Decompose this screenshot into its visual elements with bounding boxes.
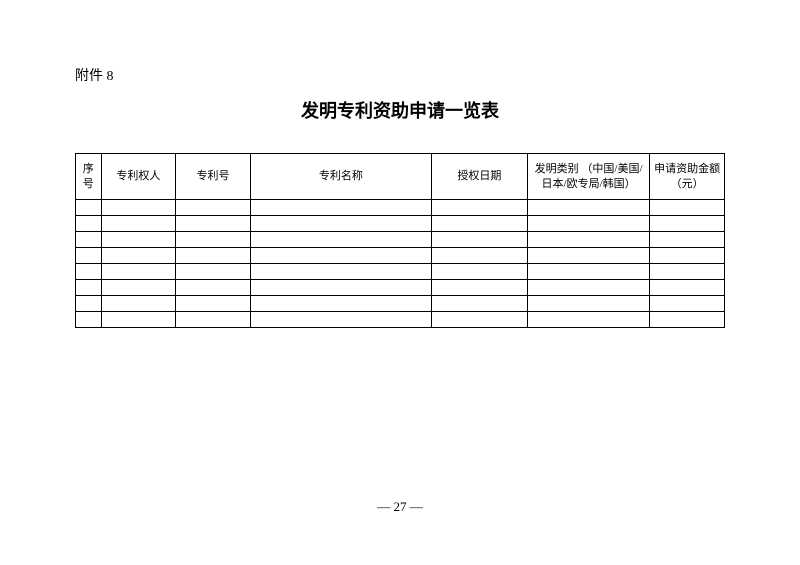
table-cell (176, 280, 251, 296)
table-cell (76, 232, 102, 248)
table-cell (76, 296, 102, 312)
table-cell (176, 216, 251, 232)
table-cell (101, 248, 176, 264)
table-cell (176, 296, 251, 312)
table-row (76, 280, 725, 296)
table-row (76, 264, 725, 280)
table-cell (76, 312, 102, 328)
page-title: 发明专利资助申请一览表 (75, 97, 725, 123)
table-cell (176, 232, 251, 248)
table-cell (431, 216, 527, 232)
table-cell (250, 200, 431, 216)
table-cell (250, 312, 431, 328)
col-header-seq: 序号 (76, 154, 102, 200)
table-cell (650, 296, 725, 312)
table-cell (650, 264, 725, 280)
col-header-owner: 专利权人 (101, 154, 176, 200)
table-cell (250, 280, 431, 296)
table-cell (176, 264, 251, 280)
table-cell (250, 296, 431, 312)
table-cell (431, 296, 527, 312)
table-row (76, 312, 725, 328)
table-cell (431, 200, 527, 216)
table-cell (527, 200, 650, 216)
table-cell (527, 312, 650, 328)
col-header-number: 专利号 (176, 154, 251, 200)
table-cell (101, 264, 176, 280)
table-cell (431, 248, 527, 264)
table-row (76, 248, 725, 264)
table-cell (431, 280, 527, 296)
table-cell (527, 296, 650, 312)
table-row (76, 216, 725, 232)
table-cell (76, 248, 102, 264)
table-cell (101, 216, 176, 232)
table-header-row: 序号 专利权人 专利号 专利名称 授权日期 发明类别 （中国/美国/日本/欧专局… (76, 154, 725, 200)
table-row (76, 200, 725, 216)
table-cell (76, 200, 102, 216)
table-cell (176, 312, 251, 328)
table-row (76, 232, 725, 248)
patent-table: 序号 专利权人 专利号 专利名称 授权日期 发明类别 （中国/美国/日本/欧专局… (75, 153, 725, 328)
table-cell (650, 280, 725, 296)
col-header-name: 专利名称 (250, 154, 431, 200)
table-cell (101, 296, 176, 312)
table-cell (650, 248, 725, 264)
table-cell (101, 200, 176, 216)
table-cell (250, 264, 431, 280)
table-cell (76, 280, 102, 296)
table-cell (101, 232, 176, 248)
table-cell (527, 248, 650, 264)
col-header-date: 授权日期 (431, 154, 527, 200)
table-cell (650, 312, 725, 328)
table-cell (527, 264, 650, 280)
table-cell (250, 232, 431, 248)
col-header-amount: 申请资助金额（元） (650, 154, 725, 200)
table-cell (250, 248, 431, 264)
table-cell (431, 312, 527, 328)
col-header-type: 发明类别 （中国/美国/日本/欧专局/韩国） (527, 154, 650, 200)
table-cell (431, 264, 527, 280)
table-cell (650, 200, 725, 216)
table-cell (176, 248, 251, 264)
table-cell (76, 216, 102, 232)
page-number: — 27 — (0, 499, 800, 515)
table-cell (527, 280, 650, 296)
table-cell (101, 312, 176, 328)
table-cell (650, 216, 725, 232)
table-row (76, 296, 725, 312)
table-cell (176, 200, 251, 216)
table-cell (76, 264, 102, 280)
table-cell (527, 216, 650, 232)
table-cell (527, 232, 650, 248)
table-cell (250, 216, 431, 232)
table-body (76, 200, 725, 328)
table-cell (101, 280, 176, 296)
table-cell (650, 232, 725, 248)
table-cell (431, 232, 527, 248)
attachment-label: 附件 8 (75, 65, 725, 85)
